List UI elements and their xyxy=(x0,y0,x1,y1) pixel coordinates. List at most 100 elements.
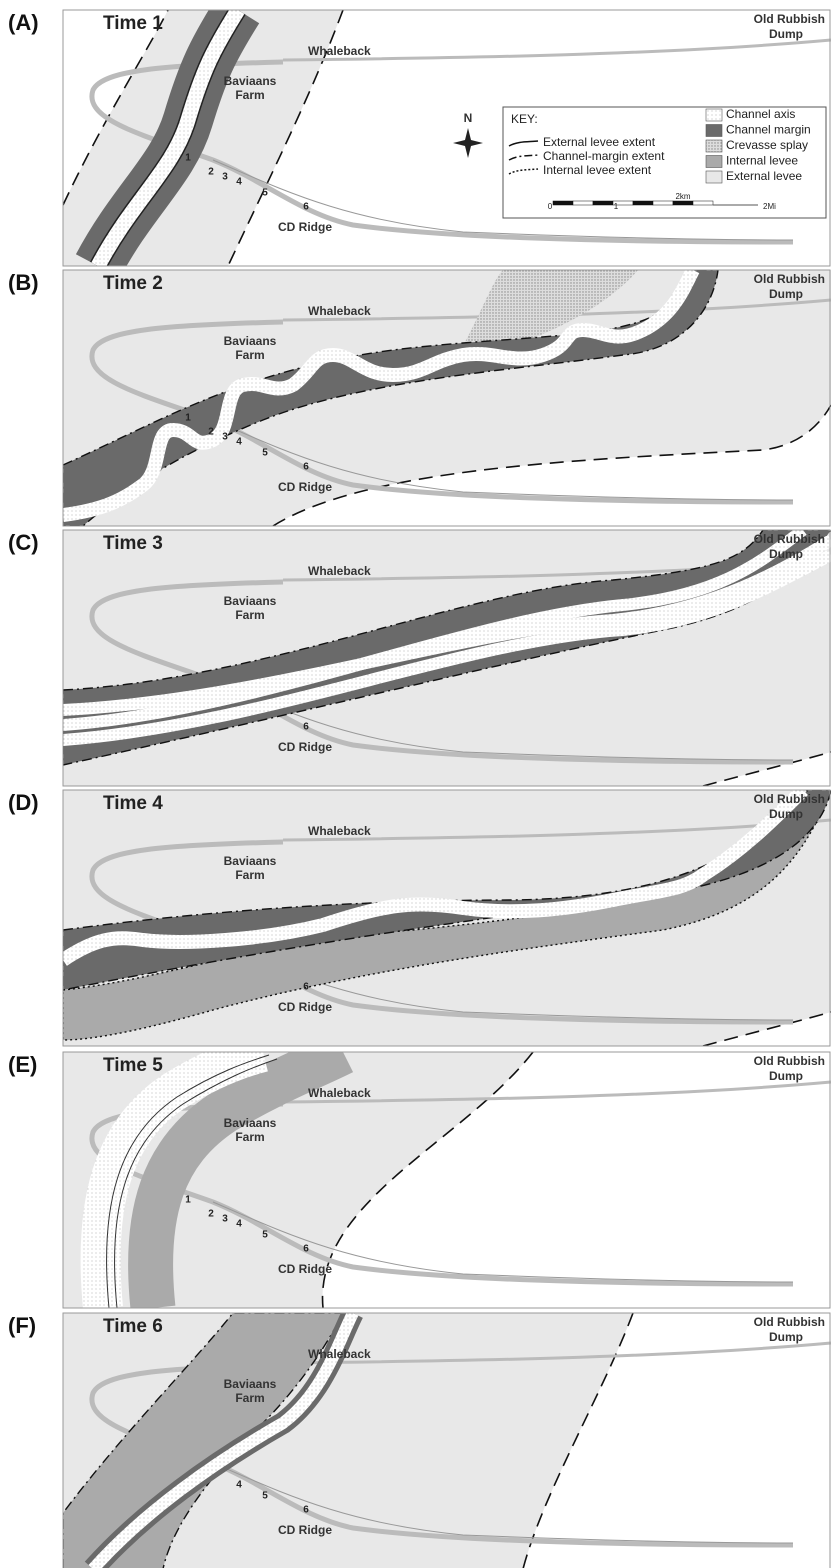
well-number: 1 xyxy=(185,413,191,424)
key-swatch xyxy=(705,124,723,137)
compass-label: N xyxy=(464,111,473,125)
map-area xyxy=(702,751,831,786)
map-area xyxy=(523,1313,831,1568)
channel-feature xyxy=(63,530,807,731)
place-label: Dump xyxy=(769,1069,803,1083)
well-number: 3 xyxy=(222,172,228,183)
scale-segment xyxy=(672,200,694,206)
well-number: 6 xyxy=(303,982,309,993)
place-label: CD Ridge xyxy=(278,1523,332,1537)
ridge-line xyxy=(282,38,831,62)
panel-letter: (E) xyxy=(8,1052,37,1077)
channel-feature xyxy=(80,1052,269,1308)
key: KEY: External levee extentChannel-margin … xyxy=(502,106,827,219)
scale-segment xyxy=(592,200,614,206)
map-area xyxy=(703,752,831,786)
well-number: 4 xyxy=(236,1219,242,1230)
channel-feature xyxy=(63,534,831,716)
place-label: Old Rubbish xyxy=(754,532,825,546)
map-content xyxy=(63,530,831,786)
place-label: Whaleback xyxy=(308,1086,371,1100)
place-label: Farm xyxy=(235,88,264,102)
map-area xyxy=(227,10,344,266)
place-label: Old Rubbish xyxy=(754,12,825,26)
panel-border xyxy=(62,789,831,1047)
map-area xyxy=(63,1052,533,1308)
place-label: Farm xyxy=(235,348,264,362)
ridge-line xyxy=(282,1080,831,1104)
key-line-symbol xyxy=(508,154,539,161)
map-area xyxy=(321,1052,534,1308)
panel-border xyxy=(62,269,831,527)
place-label: Baviaans xyxy=(224,74,277,88)
place-label: CD Ridge xyxy=(278,1262,332,1276)
scale-segment xyxy=(692,200,714,206)
map-area xyxy=(63,10,169,206)
time-label: Time 3 xyxy=(103,533,163,554)
ridge-road xyxy=(89,59,794,245)
ridge-road xyxy=(89,1362,794,1548)
place-label: Farm xyxy=(235,608,264,622)
key-line-label: Internal levee extent xyxy=(543,163,652,177)
scale-segment xyxy=(572,200,594,206)
map-content xyxy=(63,790,831,1046)
time-label: Time 2 xyxy=(103,273,163,294)
channel-feature xyxy=(63,270,700,522)
place-label: Whaleback xyxy=(308,824,371,838)
place-label: CD Ridge xyxy=(278,220,332,234)
map-area xyxy=(703,1012,831,1046)
channel-feature xyxy=(106,1054,270,1308)
well-number: 5 xyxy=(262,1230,268,1241)
ridge-line xyxy=(212,159,794,241)
place-label: Whaleback xyxy=(308,44,371,58)
map-content xyxy=(63,270,831,526)
place-label: CD Ridge xyxy=(278,1000,332,1014)
well-number: 3 xyxy=(222,1214,228,1225)
time-label: Time 1 xyxy=(103,13,163,34)
ridge-line xyxy=(212,1462,794,1544)
key-fill-label: Channel margin xyxy=(726,123,811,137)
map-content xyxy=(63,1052,831,1308)
ridge-road xyxy=(89,319,794,505)
well-number: 4 xyxy=(236,437,242,448)
well-number: 1 xyxy=(185,1195,191,1206)
place-label: Old Rubbish xyxy=(754,792,825,806)
ridge-line xyxy=(212,419,794,501)
scale-label: 2Mi xyxy=(763,202,776,211)
key-fill-label: Channel axis xyxy=(726,107,795,121)
well-number: 5 xyxy=(262,1491,268,1502)
key-fill-label: Crevasse splay xyxy=(726,138,808,152)
place-label: Baviaans xyxy=(224,1377,277,1391)
place-label: Dump xyxy=(769,807,803,821)
place-label: Old Rubbish xyxy=(754,272,825,286)
place-label: Whaleback xyxy=(308,564,371,578)
key-fill-label: External levee xyxy=(726,169,802,183)
key-title: KEY: xyxy=(511,112,538,126)
place-label: Baviaans xyxy=(224,1116,277,1130)
well-number: 3 xyxy=(222,432,228,443)
well-number: 2 xyxy=(208,1209,214,1220)
panel-letter: (B) xyxy=(8,270,39,295)
well-number: 1 xyxy=(185,153,191,164)
panel-border xyxy=(62,9,831,267)
well-number: 6 xyxy=(303,202,309,213)
well-number: 4 xyxy=(236,1480,242,1491)
map-area xyxy=(272,404,831,526)
scale-label: 2km xyxy=(675,192,690,201)
scale-label: 0 xyxy=(548,202,553,211)
key-swatch xyxy=(705,139,723,153)
scale-label: 1 xyxy=(614,202,619,211)
channel-feature xyxy=(63,549,831,746)
time-label: Time 6 xyxy=(103,1316,163,1337)
place-label: Farm xyxy=(235,868,264,882)
key-fill-label: Internal levee xyxy=(726,154,798,168)
panel-letter: (A) xyxy=(8,10,39,35)
compass xyxy=(453,128,483,158)
panel-letter: (F) xyxy=(8,1313,36,1338)
scale-segment xyxy=(632,200,654,206)
channel-feature xyxy=(88,1313,359,1568)
